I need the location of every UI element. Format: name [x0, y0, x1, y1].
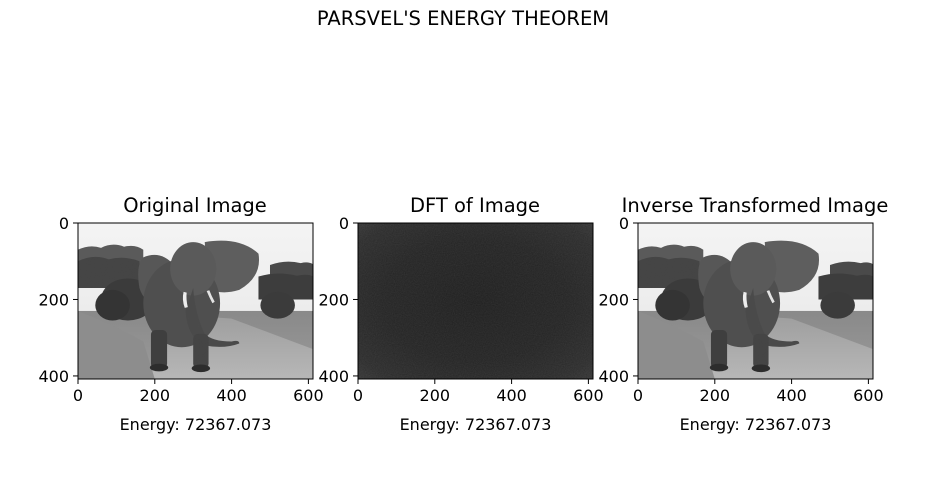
x-tick-label: 400 — [776, 386, 807, 405]
y-tick-label: 0 — [619, 214, 629, 233]
axes-frame — [357, 222, 594, 380]
x-tick-label: 600 — [853, 386, 884, 405]
elephant-image — [78, 223, 313, 379]
y-tick-label: 400 — [318, 367, 349, 386]
x-axis-label: Energy: 72367.073 — [120, 415, 272, 434]
x-tick-label: 0 — [633, 386, 643, 405]
y-tick-label: 400 — [38, 367, 69, 386]
x-tick-label: 200 — [420, 386, 451, 405]
x-tick-label: 200 — [700, 386, 731, 405]
x-axis-label: Energy: 72367.073 — [400, 415, 552, 434]
panel-title: DFT of Image — [410, 194, 540, 217]
panel-dft-image: DFT of Image 0 200 400 600 0 200 400 Energy: 7… — [318, 194, 603, 434]
y-tick-label: 0 — [339, 214, 349, 233]
axes-frame — [637, 222, 874, 380]
x-axis-label: Energy: 72367.073 — [680, 415, 832, 434]
figure-suptitle: PARSVEL'S ENERGY THEOREM — [317, 7, 609, 30]
dft-texture — [358, 223, 593, 379]
x-tick-label: 0 — [73, 386, 83, 405]
x-tick-label: 600 — [573, 386, 604, 405]
axes-frame — [77, 222, 314, 380]
x-tick-label: 600 — [293, 386, 324, 405]
y-tick-label: 200 — [318, 290, 349, 309]
y-tick-label: 400 — [598, 367, 629, 386]
y-tick-label: 0 — [59, 214, 69, 233]
y-tick-label: 200 — [598, 290, 629, 309]
panel-inverse-image: Inverse Transformed Image 0 200 400 600 0 200… — [598, 194, 888, 434]
x-tick-label: 400 — [216, 386, 247, 405]
panel-title: Original Image — [123, 194, 267, 217]
panel-original-image: Original Image 0 200 400 600 0 200 400 Energy:… — [38, 194, 323, 434]
panel-title: Inverse Transformed Image — [622, 194, 889, 217]
x-tick-label: 0 — [353, 386, 363, 405]
x-tick-label: 400 — [496, 386, 527, 405]
elephant-image — [638, 223, 873, 379]
x-tick-label: 200 — [140, 386, 171, 405]
y-tick-label: 200 — [38, 290, 69, 309]
